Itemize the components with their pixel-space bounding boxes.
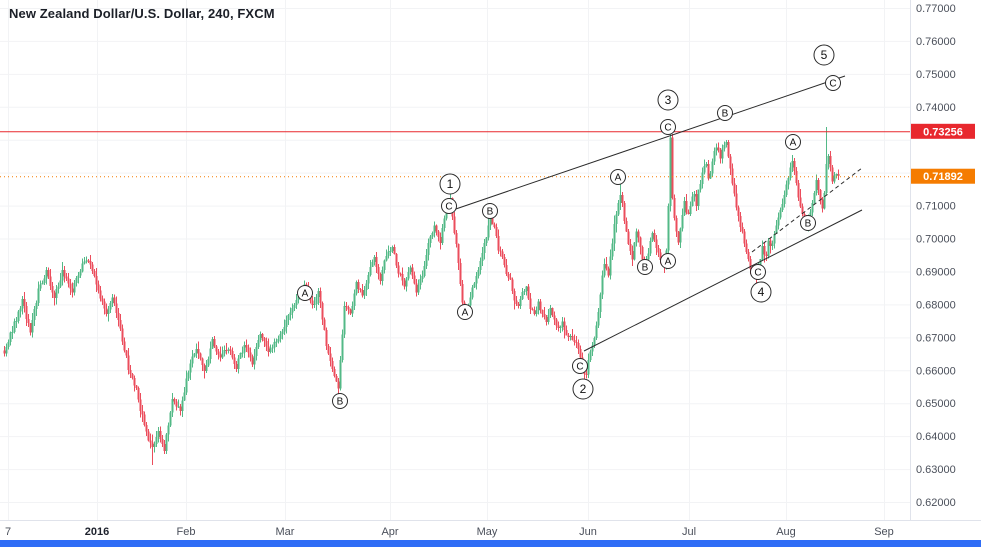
time-tick-label: 7: [5, 526, 11, 538]
time-tick-label: Aug: [776, 526, 796, 538]
price-tick-label: 0.69000: [916, 266, 956, 278]
wave-annotation-c[interactable]: C: [572, 358, 588, 374]
price-tick-label: 0.77000: [916, 3, 956, 15]
trend-line-channel-upper[interactable]: [446, 75, 846, 213]
svg-text:A: A: [615, 173, 622, 184]
price-tick-label: 0.63000: [916, 464, 956, 476]
wave-annotation-b[interactable]: B: [800, 215, 816, 231]
wave-annotation-b[interactable]: B: [717, 105, 733, 121]
time-tick-label: Jul: [682, 526, 696, 538]
svg-text:4: 4: [758, 285, 765, 299]
timeline-scrollbar[interactable]: [0, 540, 981, 547]
svg-text:A: A: [665, 257, 672, 268]
price-tick-label: 0.75000: [916, 69, 956, 81]
svg-text:B: B: [642, 263, 649, 274]
symbol-title: New Zealand Dollar/U.S. Dollar, 240, FXC…: [9, 6, 275, 21]
time-tick-label: Apr: [381, 526, 398, 538]
svg-text:C: C: [576, 362, 583, 373]
svg-text:C: C: [445, 202, 452, 213]
price-tick-label: 0.68000: [916, 299, 956, 311]
wave-annotation-a[interactable]: A: [660, 253, 676, 269]
wave-annotation-a[interactable]: A: [457, 304, 473, 320]
svg-text:0.71892: 0.71892: [923, 171, 963, 183]
wave-annotations: A B 1 C A B C 2 A B A 3 C B C 4 A B 5 C: [297, 44, 841, 409]
wave-annotation-b[interactable]: B: [332, 393, 348, 409]
svg-text:A: A: [462, 308, 469, 319]
wave-annotation-2[interactable]: 2: [572, 378, 594, 400]
svg-text:C: C: [829, 79, 836, 90]
wave-annotation-c[interactable]: C: [441, 198, 457, 214]
time-tick-label: Sep: [874, 526, 894, 538]
svg-text:A: A: [302, 289, 309, 300]
wave-annotation-4[interactable]: 4: [750, 281, 772, 303]
price-tick-label: 0.64000: [916, 431, 956, 443]
time-tick-label: Mar: [276, 526, 295, 538]
price-tick-label: 0.65000: [916, 398, 956, 410]
trend-line-channel-lower[interactable]: [583, 209, 863, 352]
svg-text:1: 1: [447, 177, 454, 191]
wave-annotation-a[interactable]: A: [297, 285, 313, 301]
wave-annotation-b[interactable]: B: [482, 203, 498, 219]
svg-text:0.73256: 0.73256: [923, 126, 963, 138]
grid: [0, 0, 910, 520]
price-tick-label: 0.67000: [916, 332, 956, 344]
price-tick-label: 0.70000: [916, 234, 956, 246]
candlestick-series: [3, 127, 840, 466]
svg-text:C: C: [664, 123, 671, 134]
price-axis[interactable]: 0.77000 0.76000 0.75000 0.74000 0.71000 0.700…: [910, 0, 981, 540]
svg-text:B: B: [722, 109, 729, 120]
svg-text:2: 2: [580, 382, 587, 396]
price-tick-label: 0.71000: [916, 201, 956, 213]
price-tick-label: 0.66000: [916, 365, 956, 377]
wave-annotation-b[interactable]: B: [637, 259, 653, 275]
wave-annotation-3[interactable]: 3: [657, 89, 679, 111]
wave-annotation-c[interactable]: C: [825, 75, 841, 91]
svg-text:B: B: [487, 207, 494, 218]
svg-text:5: 5: [821, 48, 828, 62]
time-tick-label: May: [477, 526, 498, 538]
time-axis[interactable]: 7 2016 Feb Mar Apr May Jun Jul Aug Sep: [0, 520, 981, 540]
last-price-tag: 0.71892: [911, 168, 975, 184]
time-tick-label: 2016: [85, 526, 109, 538]
wave-annotation-1[interactable]: 1: [439, 173, 461, 195]
wave-annotation-c[interactable]: C: [660, 119, 676, 135]
wave-annotation-a[interactable]: A: [610, 169, 626, 185]
wave-annotation-a[interactable]: A: [785, 134, 801, 150]
svg-text:B: B: [805, 219, 812, 230]
resistance-tag: 0.73256: [911, 123, 975, 139]
wave-annotation-c[interactable]: C: [750, 264, 766, 280]
price-tick-label: 0.62000: [916, 497, 956, 509]
trend-line-support-dashed[interactable]: [751, 167, 863, 253]
time-tick-label: Feb: [177, 526, 196, 538]
price-tick-label: 0.76000: [916, 36, 956, 48]
svg-text:B: B: [337, 397, 344, 408]
wave-annotation-5[interactable]: 5: [813, 44, 835, 66]
price-tick-label: 0.74000: [916, 102, 956, 114]
time-tick-label: Jun: [579, 526, 597, 538]
svg-text:3: 3: [665, 93, 672, 107]
svg-text:A: A: [790, 138, 797, 149]
svg-text:C: C: [754, 268, 761, 279]
